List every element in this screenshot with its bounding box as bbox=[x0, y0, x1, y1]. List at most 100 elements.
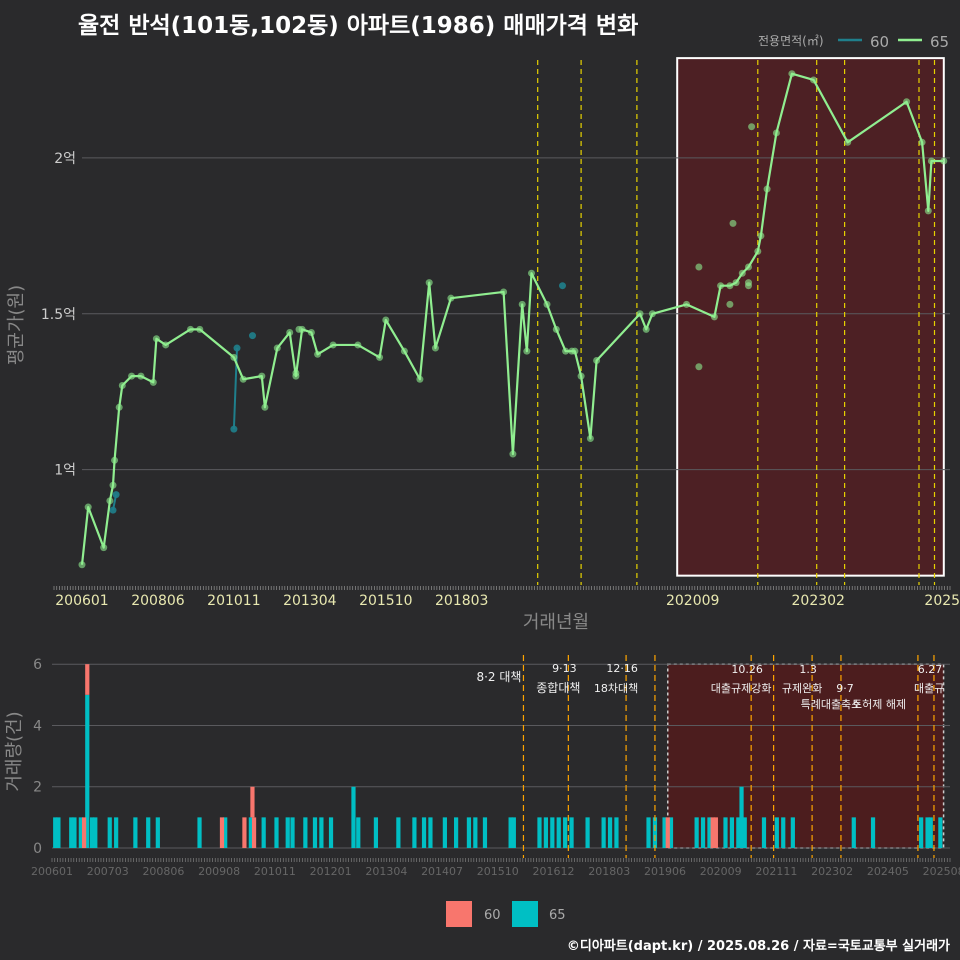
top-x-tick-label: 201510 bbox=[359, 593, 412, 609]
top-x-tick-label: 201304 bbox=[283, 593, 337, 609]
bar-65 bbox=[563, 817, 568, 848]
bar-60 bbox=[242, 817, 247, 848]
bar-65 bbox=[700, 817, 706, 848]
bottom-y-tick-label: 4 bbox=[33, 718, 42, 734]
point-65 bbox=[416, 375, 424, 383]
point-65 bbox=[543, 300, 551, 308]
bottom-x-tick-label: 200908 bbox=[198, 865, 240, 878]
legend-title: 전용면적(㎡) bbox=[758, 34, 824, 48]
bar-65 bbox=[585, 817, 590, 848]
policy-annotation-label: 대출규 bbox=[914, 682, 944, 695]
policy-annotation-label: 종합대책 bbox=[536, 680, 580, 695]
point-65 bbox=[509, 450, 517, 458]
bar-60 bbox=[251, 817, 257, 848]
bottom-x-tick-label: 201011 bbox=[254, 865, 296, 878]
top-y-tick-label: 2억 bbox=[54, 151, 76, 167]
point-65 bbox=[577, 372, 585, 380]
point-65 bbox=[261, 403, 269, 411]
top-y-tick-label: 1.5억 bbox=[41, 307, 76, 323]
bar-65 bbox=[442, 817, 447, 848]
point-65 bbox=[382, 316, 390, 324]
point-65 bbox=[258, 372, 266, 380]
legend-swatch-bar-65 bbox=[512, 901, 538, 927]
bar-65 bbox=[466, 817, 472, 848]
point-65 bbox=[425, 279, 433, 287]
bar-65 bbox=[742, 817, 747, 848]
bottom-x-tick-label: 202302 bbox=[811, 865, 853, 878]
bar-65 bbox=[614, 817, 619, 848]
point-65 bbox=[642, 325, 650, 333]
bar-65 bbox=[89, 817, 95, 848]
point-65 bbox=[523, 347, 531, 355]
point-65 bbox=[84, 503, 92, 511]
bar-65 bbox=[662, 817, 667, 848]
point-65 bbox=[292, 369, 300, 377]
bar-65 bbox=[790, 817, 795, 848]
bottom-x-tick-label: 201510 bbox=[477, 865, 519, 878]
bar-65 bbox=[774, 817, 779, 848]
bottom-x-tick-label: 202009 bbox=[700, 865, 742, 878]
point-65 bbox=[729, 219, 737, 227]
bar-65 bbox=[928, 817, 933, 848]
bar-65 bbox=[781, 817, 786, 848]
top-x-tick-label: 200806 bbox=[131, 593, 185, 609]
bar-60 bbox=[85, 664, 90, 695]
point-65 bbox=[196, 325, 204, 333]
point-65 bbox=[586, 434, 594, 442]
bar-65 bbox=[652, 817, 658, 848]
bar-65 bbox=[739, 786, 744, 848]
bar-65 bbox=[729, 817, 735, 848]
point-65 bbox=[726, 282, 734, 290]
bar-65 bbox=[373, 817, 379, 848]
top-x-tick-label: 2025 bbox=[924, 593, 960, 609]
bar-65 bbox=[197, 817, 202, 848]
point-65 bbox=[918, 138, 926, 146]
point-65 bbox=[137, 372, 145, 380]
point-65 bbox=[927, 157, 935, 165]
bar-65 bbox=[85, 694, 90, 848]
legend-label-65: 65 bbox=[930, 33, 949, 51]
point-60 bbox=[559, 282, 566, 290]
point-65 bbox=[162, 341, 170, 349]
point-65 bbox=[940, 157, 948, 165]
point-65 bbox=[732, 279, 740, 287]
bar-65 bbox=[412, 817, 417, 848]
bottom-x-tick-label: 201612 bbox=[533, 865, 575, 878]
point-65 bbox=[738, 269, 746, 277]
legend-bar-label-65: 65 bbox=[549, 908, 566, 923]
top-x-axis-label: 거래년월 bbox=[523, 612, 589, 633]
bar-65 bbox=[285, 817, 290, 848]
bar-65 bbox=[72, 817, 77, 848]
point-65 bbox=[763, 185, 771, 193]
bar-60 bbox=[713, 817, 718, 848]
point-65 bbox=[924, 207, 932, 215]
bar-65 bbox=[454, 817, 459, 848]
bottom-x-tick-label: 200601 bbox=[31, 865, 73, 878]
point-65 bbox=[314, 350, 322, 358]
policy-date-label: 10.26 bbox=[731, 663, 763, 676]
page-title: 율전 반석(101동,102동) 아파트(1986) 매매가격 변화 bbox=[78, 13, 639, 39]
point-65 bbox=[568, 347, 576, 355]
bottom-x-tick-label: 201304 bbox=[365, 865, 407, 878]
bar-65 bbox=[556, 817, 561, 848]
bar-65 bbox=[646, 817, 651, 848]
top-x-tick-label: 201011 bbox=[207, 593, 260, 609]
bottom-x-tick-label: 201906 bbox=[644, 865, 686, 878]
point-65 bbox=[400, 347, 408, 355]
bar-65 bbox=[736, 817, 741, 848]
bar-65 bbox=[919, 817, 924, 848]
point-65 bbox=[810, 76, 818, 84]
policy-annotation-label: 9·7 bbox=[836, 682, 854, 695]
bottom-x-tick-label: 200806 bbox=[142, 865, 184, 878]
point-65 bbox=[109, 481, 117, 489]
bar-65 bbox=[569, 817, 574, 848]
point-65 bbox=[286, 328, 294, 336]
point-65 bbox=[431, 344, 439, 352]
point-65 bbox=[152, 335, 160, 343]
point-65 bbox=[518, 300, 526, 308]
bottom-x-tick-label: 202111 bbox=[755, 865, 797, 878]
policy-date-label: 12·16 bbox=[606, 662, 638, 675]
bar-65 bbox=[707, 817, 712, 848]
bar-60 bbox=[219, 817, 225, 848]
